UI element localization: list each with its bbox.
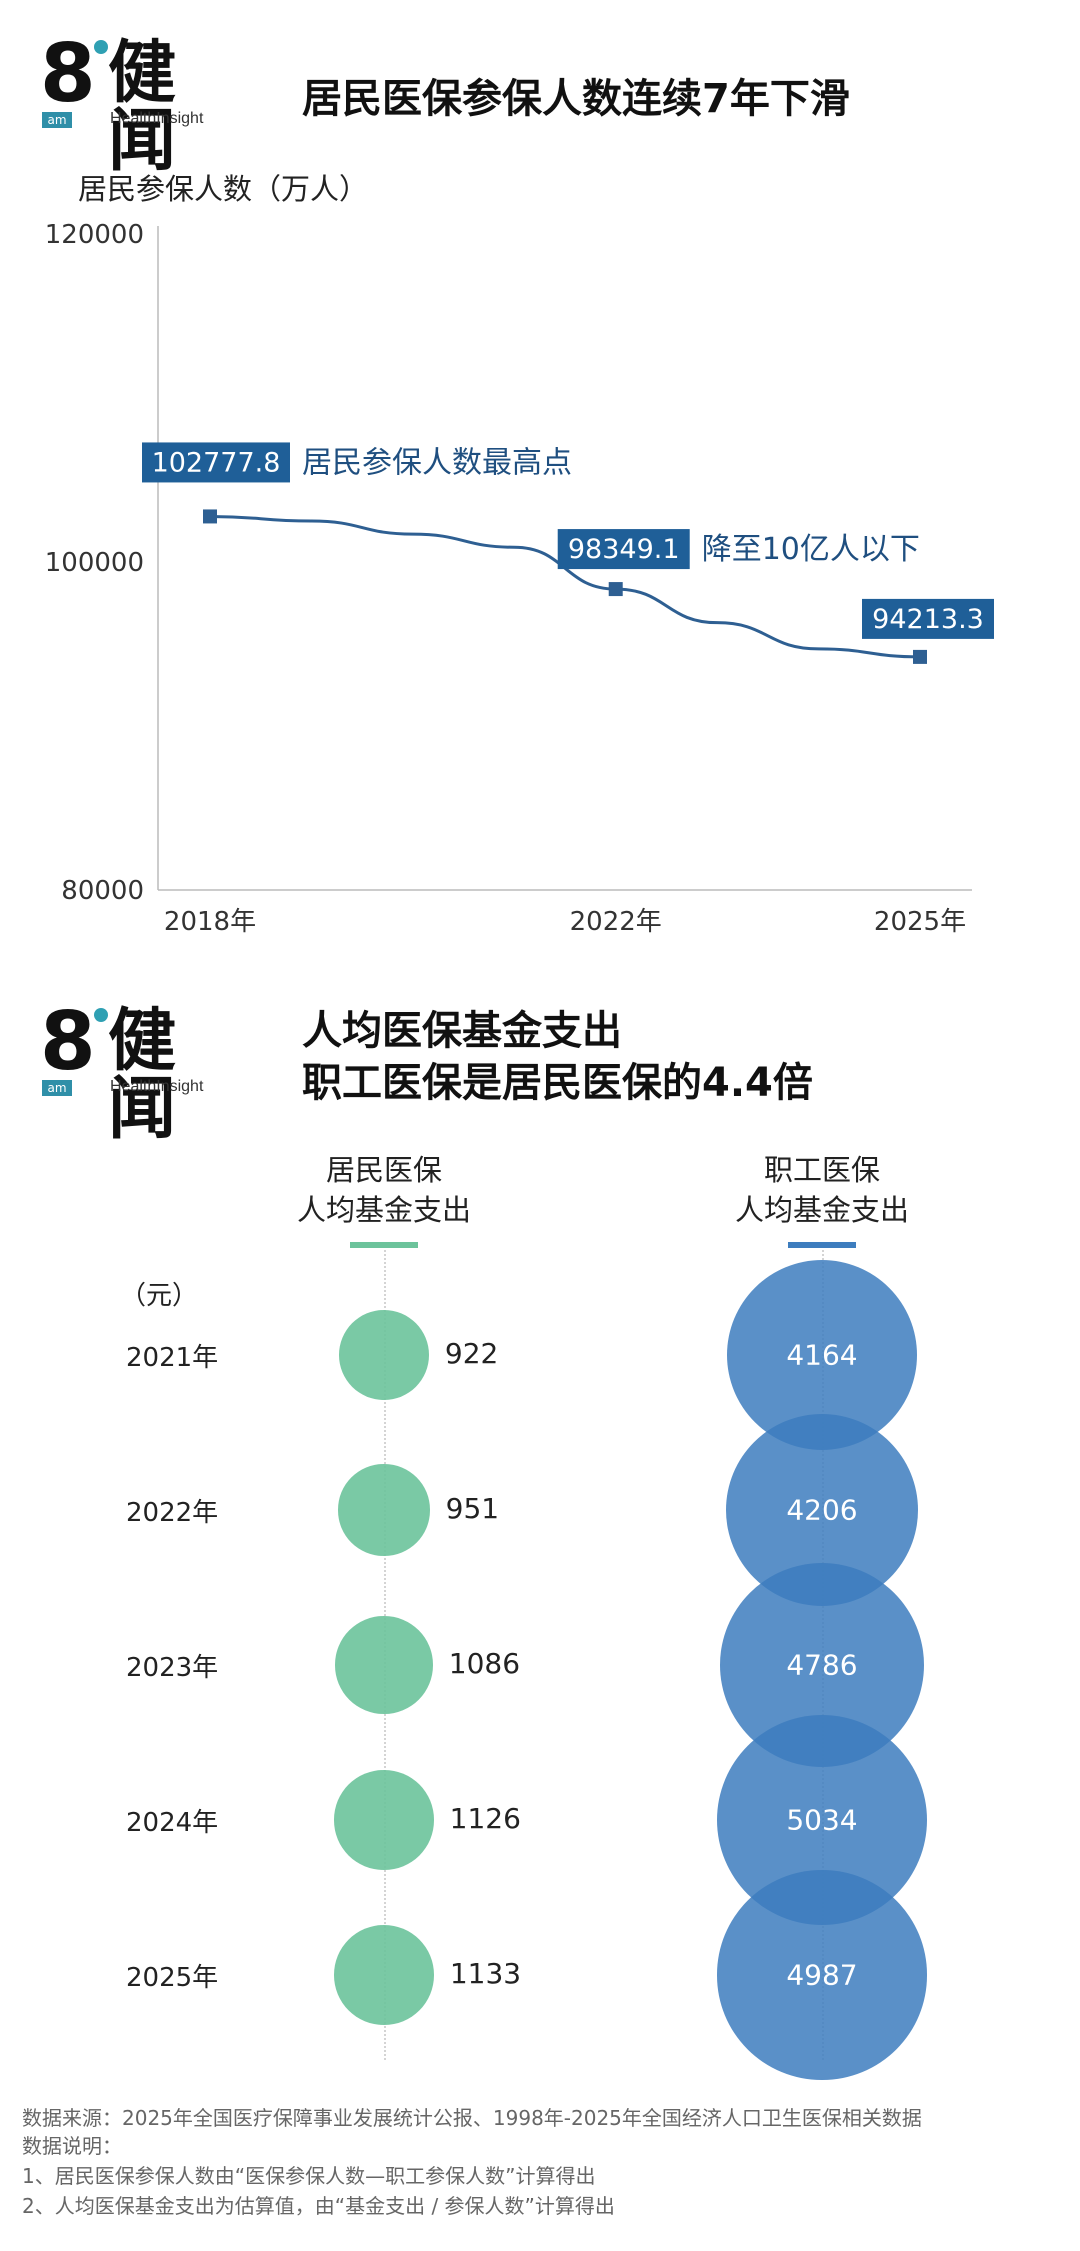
resident-value: 1133: [449, 1957, 522, 1990]
brand-logo-1: 8 健闻 am HealthInsight: [36, 27, 236, 176]
series-line: [209, 514, 921, 659]
logo-subtitle: HealthInsight: [110, 1078, 204, 1095]
chart2-title-line1: 人均医保基金支出: [302, 1008, 622, 1054]
employee-header-underline: [788, 1242, 856, 1248]
x-tick-label: 2018年: [164, 907, 256, 937]
chart2-title-line2: 职工医保是居民医保的4.4倍: [302, 1060, 813, 1106]
employee-header-line2: 人均基金支出: [734, 1193, 909, 1227]
year-label: 2023年: [126, 1653, 219, 1683]
callout-label: 居民参保人数最高点: [302, 445, 572, 480]
chart1-y-axis-label: 居民参保人数（万人）: [78, 172, 369, 206]
y-tick-label: 120000: [45, 220, 144, 250]
logo-tag: am: [42, 1080, 72, 1096]
callout-value: 94213.3: [872, 604, 984, 635]
resident-value: 922: [444, 1337, 499, 1370]
resident-bubble: [334, 1925, 434, 2025]
employee-value: 4786: [786, 1648, 858, 1682]
employee-header-line1: 职工医保: [763, 1153, 880, 1187]
year-label: 2025年: [126, 1963, 219, 1993]
brand-logo-2: 8 健闻 am HealthInsight: [36, 995, 236, 1144]
resident-bubble: [339, 1310, 429, 1400]
x-tick-label: 2025年: [874, 907, 966, 937]
callout-box: [557, 529, 690, 570]
employee-bubble: [717, 1870, 927, 2080]
callout-value: 102777.8: [152, 447, 281, 478]
logo-name: 健闻: [108, 34, 176, 181]
employee-value: 4987: [786, 1958, 858, 1992]
data-point-marker: [608, 582, 623, 597]
resident-value: 1086: [448, 1647, 521, 1680]
year-label: 2022年: [126, 1498, 219, 1528]
data-point-marker: [203, 509, 217, 524]
note-item-2: 2、人均医保基金支出为估算值，由“基金支出 / 参保人数”计算得出: [22, 2194, 615, 2218]
resident-bubble: [338, 1464, 430, 1556]
logo-dot: [94, 40, 108, 54]
callout-box: [862, 598, 994, 639]
logo-subtitle: HealthInsight: [110, 110, 204, 127]
note-title: 数据说明：: [22, 2134, 122, 2158]
callout-label: 降至10亿人以下: [702, 532, 920, 567]
note-item-1: 1、居民医保参保人数由“医保参保人数—职工参保人数”计算得出: [22, 2164, 596, 2188]
resident-bubble: [334, 1770, 434, 1870]
employee-value: 4206: [786, 1493, 858, 1527]
callout-box: [142, 442, 290, 483]
unit-label: （元）: [120, 1281, 199, 1311]
y-tick-label: 80000: [61, 876, 144, 906]
x-tick-label: 2022年: [570, 907, 662, 937]
line-chart: 80000 100000 120000 2018年 2022年 2025年 102777.8…: [45, 220, 994, 937]
resident-header-line2: 人均基金支出: [296, 1193, 471, 1227]
year-label: 2024年: [126, 1808, 219, 1838]
resident-value: 951: [445, 1492, 500, 1525]
logo-tag: am: [42, 112, 72, 128]
employee-column-header: 职工医保 人均基金支出: [694, 1150, 950, 1230]
employee-value: 5034: [786, 1803, 858, 1837]
data-point-marker: [913, 649, 927, 664]
logo-dot: [94, 1008, 108, 1022]
callout-value: 98349.1: [568, 534, 680, 565]
resident-bubble: [335, 1616, 433, 1714]
logo-name: 健闻: [108, 1002, 176, 1149]
resident-header-underline: [350, 1242, 418, 1248]
resident-header-line1: 居民医保: [325, 1153, 442, 1187]
y-tick-label: 100000: [45, 548, 144, 578]
resident-column-header: 居民医保 人均基金支出: [256, 1150, 512, 1230]
year-label: 2021年: [126, 1343, 219, 1373]
employee-value: 4164: [786, 1338, 858, 1372]
logo-number: 8: [40, 27, 96, 120]
chart1-title: 居民医保参保人数连续7年下滑: [302, 76, 850, 122]
resident-value: 1126: [449, 1802, 521, 1835]
source-note: 数据来源：2025年全国医疗保障事业发展统计公报、1998年-2025年全国经济…: [22, 2106, 922, 2130]
logo-number: 8: [40, 995, 96, 1088]
